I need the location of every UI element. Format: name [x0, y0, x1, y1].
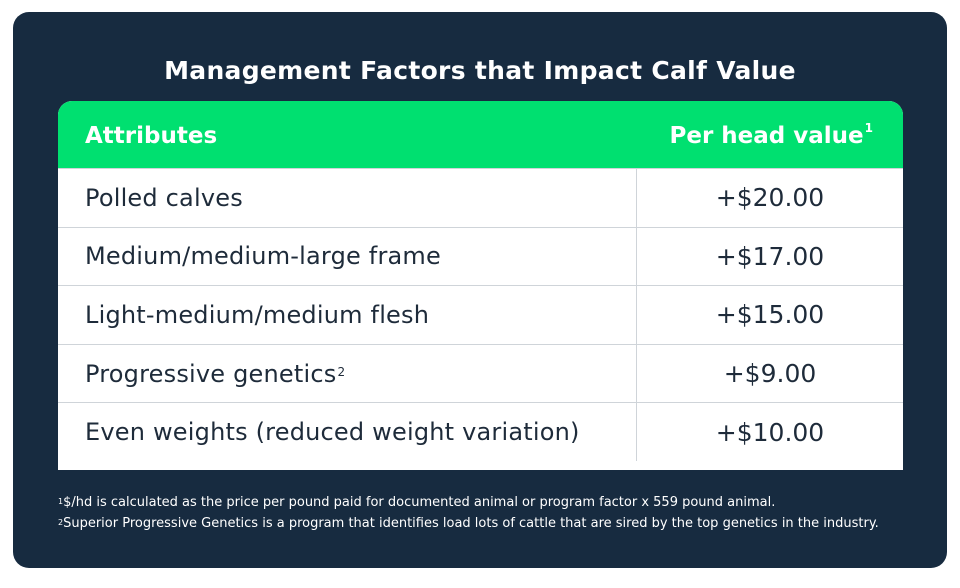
- row-attribute: Even weights (reduced weight variation): [85, 403, 581, 461]
- table-row: Even weights (reduced weight variation) …: [58, 402, 903, 461]
- attribute-text: Progressive genetics: [85, 359, 337, 388]
- row-value: +$20.00: [636, 169, 903, 227]
- header-value-footnote: 1: [864, 121, 873, 135]
- footnotes: 1$/hd is calculated as the price per pou…: [58, 492, 879, 534]
- row-value: +$17.00: [636, 227, 903, 286]
- attribute-text: Medium/medium-large frame: [85, 242, 441, 271]
- header-per-head-value: Per head value1: [669, 121, 873, 149]
- card-title: Management Factors that Impact Calf Valu…: [164, 56, 796, 85]
- attribute-text: Even weights (reduced weight variation): [85, 418, 580, 447]
- footnote-marker: 2: [58, 518, 64, 527]
- table-row: Polled calves +$20.00: [58, 168, 903, 227]
- table-header: Attributes Per head value1: [58, 101, 903, 168]
- footnote-marker: 1: [58, 497, 64, 506]
- table-row: Light-medium/medium flesh +$15.00: [58, 285, 903, 344]
- value-table: Attributes Per head value1 Polled calves…: [58, 101, 903, 470]
- header-value-label: Per head value: [669, 123, 864, 149]
- attribute-text: Polled calves: [85, 183, 243, 212]
- row-value: +$9.00: [636, 344, 903, 403]
- row-value: +$10.00: [636, 403, 903, 461]
- row-value: +$15.00: [636, 286, 903, 344]
- footnote-1: 1$/hd is calculated as the price per pou…: [58, 492, 879, 513]
- row-attribute: Medium/medium-large frame: [85, 228, 442, 286]
- footnote-2: 2Superior Progressive Genetics is a prog…: [58, 513, 879, 534]
- row-attribute: Light-medium/medium flesh: [85, 286, 430, 344]
- table-row: Progressive genetics 2 +$9.00: [58, 343, 903, 403]
- attribute-footnote: 2: [337, 364, 346, 379]
- header-attributes: Attributes: [85, 123, 218, 149]
- footnote-text: $/hd is calculated as the price per poun…: [63, 495, 776, 510]
- row-attribute: Progressive genetics 2: [85, 345, 345, 403]
- table-row: Medium/medium-large frame +$17.00: [58, 226, 903, 286]
- footnote-text: Superior Progressive Genetics is a progr…: [63, 516, 879, 531]
- attribute-text: Light-medium/medium flesh: [85, 300, 430, 329]
- info-card: Management Factors that Impact Calf Valu…: [13, 12, 947, 568]
- row-attribute: Polled calves: [85, 169, 244, 227]
